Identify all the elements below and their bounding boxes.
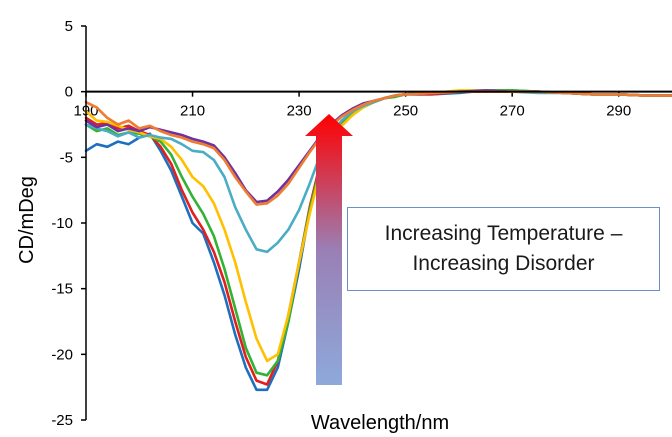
y-axis-ticks: 5 0 -5 -10 -15 -20 -25 — [51, 18, 86, 429]
annotation-callout: Increasing Temperature – Increasing Diso… — [347, 207, 660, 291]
series-line-6 — [84, 89, 672, 204]
x-tick-label: 290 — [606, 103, 631, 120]
y-tick-label: -20 — [51, 346, 73, 363]
annotation-line-2: Increasing Disorder — [412, 252, 595, 275]
y-axis-title: CD/mDeg — [16, 176, 38, 264]
y-tick-label: -15 — [51, 281, 73, 298]
y-tick-label: -25 — [51, 412, 73, 429]
x-tick-label: 250 — [393, 103, 418, 120]
y-tick-label: -10 — [51, 215, 73, 232]
x-tick-label: 210 — [180, 103, 205, 120]
annotation-line-1: Increasing Temperature – — [384, 222, 623, 245]
x-tick-label: 270 — [500, 103, 525, 120]
y-tick-label: 0 — [65, 84, 73, 101]
y-tick-label: 5 — [65, 18, 73, 35]
increasing-arrow — [305, 114, 353, 385]
y-tick-label: -5 — [60, 149, 73, 166]
x-tick-label: 230 — [287, 103, 312, 120]
x-axis-title: Wavelength/nm — [311, 412, 449, 434]
